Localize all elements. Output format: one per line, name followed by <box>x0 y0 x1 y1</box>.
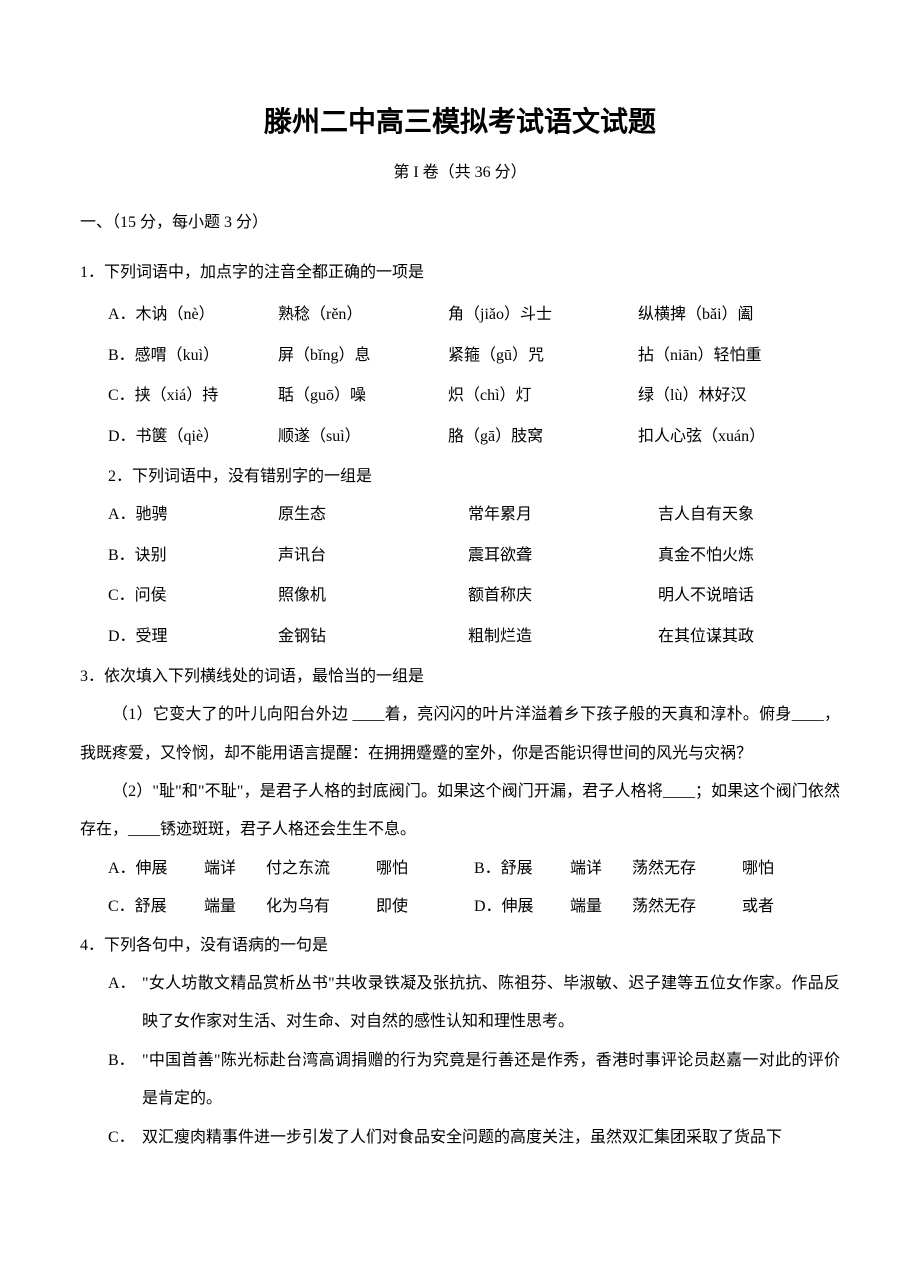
opt-cell: 常年累月 <box>468 496 658 534</box>
opt-cell: 扣人心弦（xuán） <box>638 418 840 456</box>
q3-option-b: B．舒展 端详 荡然无存 哪怕 <box>474 850 840 888</box>
opt-cell: 顺遂（suì） <box>278 418 448 456</box>
opt-label: B． <box>108 1042 142 1119</box>
opt-cell: 或者 <box>742 888 802 926</box>
section-heading: 一、（15 分，每小题 3 分） <box>80 208 840 232</box>
opt-cell: D．书箧（qiè） <box>108 418 278 456</box>
opt-cell: A．驰骋 <box>108 496 278 534</box>
opt-body: "女人坊散文精品赏析丛书"共收录铁凝及张抗抗、陈祖芬、毕淑敏、迟子建等五位女作家… <box>142 965 840 1042</box>
opt-cell: B．诀别 <box>108 537 278 575</box>
q2-option-b: B．诀别 声讯台 震耳欲聋 真金不怕火炼 <box>80 537 840 575</box>
opt-cell: 真金不怕火炼 <box>658 537 840 575</box>
opt-cell: C．问侯 <box>108 577 278 615</box>
opt-cell: 荡然无存 <box>632 888 742 926</box>
opt-cell: 熟稔（rěn） <box>278 296 448 334</box>
q1-option-c: C．挟（xiá）持 聒（guō）噪 炽（chì）灯 绿（lù）林好汉 <box>80 377 840 415</box>
opt-cell: 震耳欲聋 <box>468 537 658 575</box>
opt-cell: D．受理 <box>108 618 278 656</box>
opt-cell: C．挟（xiá）持 <box>108 377 278 415</box>
q3-options-row2: C．舒展 端量 化为乌有 即使 D．伸展 端量 荡然无存 或者 <box>80 888 840 926</box>
opt-cell: 端量 <box>570 888 632 926</box>
q4-stem: 4．下列各句中，没有语病的一句是 <box>80 927 840 965</box>
opt-cell: 即使 <box>376 888 436 926</box>
q3-option-a: A．伸展 端详 付之东流 哪怕 <box>108 850 474 888</box>
opt-cell: 化为乌有 <box>266 888 376 926</box>
opt-label: A． <box>108 965 142 1042</box>
q3-option-d: D．伸展 端量 荡然无存 或者 <box>474 888 840 926</box>
opt-cell: D．伸展 <box>474 888 570 926</box>
opt-cell: 明人不说暗话 <box>658 577 840 615</box>
opt-cell: B．舒展 <box>474 850 570 888</box>
q2-stem: 2．下列词语中，没有错别字的一组是 <box>80 458 840 496</box>
q4-option-c: C． 双汇瘦肉精事件进一步引发了人们对食品安全问题的高度关注，虽然双汇集团采取了… <box>80 1119 840 1157</box>
opt-body: 双汇瘦肉精事件进一步引发了人们对食品安全问题的高度关注，虽然双汇集团采取了货品下 <box>142 1119 840 1157</box>
opt-cell: 角（jiǎo）斗士 <box>448 296 638 334</box>
q1-option-a: A．木讷（nè） 熟稔（rěn） 角（jiǎo）斗士 纵横捭（bǎi）阖 <box>80 296 840 334</box>
q4-option-b: B． "中国首善"陈光标赴台湾高调捐赠的行为究竟是行善还是作秀，香港时事评论员赵… <box>80 1042 840 1119</box>
opt-cell: 端量 <box>204 888 266 926</box>
opt-cell: 端详 <box>570 850 632 888</box>
opt-cell: 原生态 <box>278 496 468 534</box>
q2-option-a: A．驰骋 原生态 常年累月 吉人自有天象 <box>80 496 840 534</box>
opt-cell: 吉人自有天象 <box>658 496 840 534</box>
q2-option-c: C．问侯 照像机 额首称庆 明人不说暗话 <box>80 577 840 615</box>
opt-cell: A．木讷（nè） <box>108 296 278 334</box>
opt-cell: 拈（niān）轻怕重 <box>638 337 840 375</box>
opt-cell: 屏（bǐng）息 <box>278 337 448 375</box>
opt-cell: A．伸展 <box>108 850 204 888</box>
opt-cell: 聒（guō）噪 <box>278 377 448 415</box>
exam-page: 滕州二中高三模拟考试语文试题 第 I 卷（共 36 分） 一、（15 分，每小题… <box>0 0 920 1217</box>
opt-cell: 哪怕 <box>376 850 436 888</box>
q1-option-d: D．书箧（qiè） 顺遂（suì） 胳（gā）肢窝 扣人心弦（xuán） <box>80 418 840 456</box>
opt-cell: 胳（gā）肢窝 <box>448 418 638 456</box>
opt-cell: 哪怕 <box>742 850 802 888</box>
opt-cell: 绿（lù）林好汉 <box>638 377 840 415</box>
opt-cell: 炽（chì）灯 <box>448 377 638 415</box>
q1-option-b: B．感喟（kuì） 屏（bǐng）息 紧箍（gū）咒 拈（niān）轻怕重 <box>80 337 840 375</box>
page-subtitle: 第 I 卷（共 36 分） <box>80 158 840 182</box>
opt-cell: 声讯台 <box>278 537 468 575</box>
q3-stem: 3．依次填入下列横线处的词语，最恰当的一组是 <box>80 658 840 696</box>
q3-passage-1: （1）它变大了的叶儿向阳台外边 ____着，亮闪闪的叶片洋溢着乡下孩子般的天真和… <box>80 696 840 773</box>
question-1: 1．下列词语中，加点字的注音全都正确的一项是 A．木讷（nè） 熟稔（rěn） … <box>80 254 840 656</box>
opt-cell: 荡然无存 <box>632 850 742 888</box>
opt-label: C． <box>108 1119 142 1157</box>
opt-cell: B．感喟（kuì） <box>108 337 278 375</box>
opt-cell: 额首称庆 <box>468 577 658 615</box>
opt-cell: 纵横捭（bǎi）阖 <box>638 296 840 334</box>
opt-cell: 端详 <box>204 850 266 888</box>
q2-option-d: D．受理 金钢钻 粗制烂造 在其位谋其政 <box>80 618 840 656</box>
opt-body: "中国首善"陈光标赴台湾高调捐赠的行为究竟是行善还是作秀，香港时事评论员赵嘉一对… <box>142 1042 840 1119</box>
q3-options-row1: A．伸展 端详 付之东流 哪怕 B．舒展 端详 荡然无存 哪怕 <box>80 850 840 888</box>
opt-cell: 照像机 <box>278 577 468 615</box>
page-title: 滕州二中高三模拟考试语文试题 <box>80 100 840 140</box>
opt-cell: 付之东流 <box>266 850 376 888</box>
q3-option-c: C．舒展 端量 化为乌有 即使 <box>108 888 474 926</box>
opt-cell: C．舒展 <box>108 888 204 926</box>
q3-passage-2: （2）"耻"和"不耻"，是君子人格的封底阀门。如果这个阀门开漏，君子人格将___… <box>80 773 840 850</box>
opt-cell: 金钢钻 <box>278 618 468 656</box>
q1-stem: 1．下列词语中，加点字的注音全都正确的一项是 <box>80 254 840 292</box>
opt-cell: 紧箍（gū）咒 <box>448 337 638 375</box>
q4-option-a: A． "女人坊散文精品赏析丛书"共收录铁凝及张抗抗、陈祖芬、毕淑敏、迟子建等五位… <box>80 965 840 1042</box>
opt-cell: 在其位谋其政 <box>658 618 840 656</box>
opt-cell: 粗制烂造 <box>468 618 658 656</box>
